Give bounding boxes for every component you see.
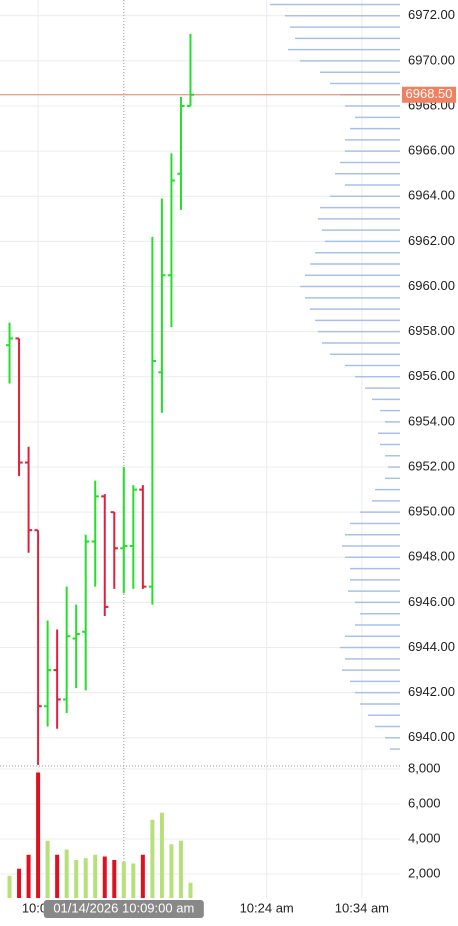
y-tick-label: 6946.00 <box>408 594 455 609</box>
y-tick-label: 6966.00 <box>408 143 455 158</box>
volume-bar <box>169 844 174 898</box>
volume-bar <box>140 854 145 898</box>
y-tick-label: 6972.00 <box>408 7 455 22</box>
y-tick-label: 6940.00 <box>408 729 455 744</box>
y-tick-label: 6956.00 <box>408 368 455 383</box>
x-tick-label: 10:34 am <box>335 900 389 915</box>
volume-bar <box>150 819 155 898</box>
y-tick-label: 6952.00 <box>408 458 455 473</box>
volume-bar <box>26 854 31 898</box>
volume-bar <box>74 860 79 898</box>
volume-bar <box>93 854 98 898</box>
volume-bar <box>83 858 88 898</box>
volume-bar <box>112 860 117 898</box>
crosshair-box <box>43 900 204 918</box>
volume-bar <box>45 840 50 898</box>
y-tick-label: 6950.00 <box>408 504 455 519</box>
volume-bar <box>178 840 183 898</box>
y-tick-label: 6964.00 <box>408 188 455 203</box>
volume-bar <box>188 882 193 898</box>
volume-bar <box>131 863 136 898</box>
crosshair-label: 01/14/2026 10:09:00 am <box>53 900 194 915</box>
volume-bar <box>55 854 60 898</box>
last-price-label: 6968.50 <box>406 86 453 101</box>
x-tick-label: 10:24 am <box>240 900 294 915</box>
volume-bar <box>121 861 126 898</box>
volume-tick-label: 8,000 <box>408 760 441 775</box>
last-price-box <box>402 86 456 103</box>
y-tick-label: 6944.00 <box>408 639 455 654</box>
y-tick-label: 6962.00 <box>408 233 455 248</box>
volume-bar <box>7 875 12 898</box>
volume-tick-label: 6,000 <box>408 795 441 810</box>
y-tick-label: 6960.00 <box>408 278 455 293</box>
volume-bar <box>36 772 41 898</box>
y-tick-label: 6970.00 <box>408 52 455 67</box>
volume-bar <box>102 856 107 898</box>
volume-bar <box>159 812 164 898</box>
volume-bar <box>64 849 69 898</box>
y-tick-label: 6948.00 <box>408 549 455 564</box>
y-tick-label: 6954.00 <box>408 413 455 428</box>
y-tick-label: 6942.00 <box>408 684 455 699</box>
volume-tick-label: 2,000 <box>408 865 441 880</box>
volume-bar <box>17 868 22 898</box>
y-tick-label: 6958.00 <box>408 323 455 338</box>
volume-tick-label: 4,000 <box>408 830 441 845</box>
